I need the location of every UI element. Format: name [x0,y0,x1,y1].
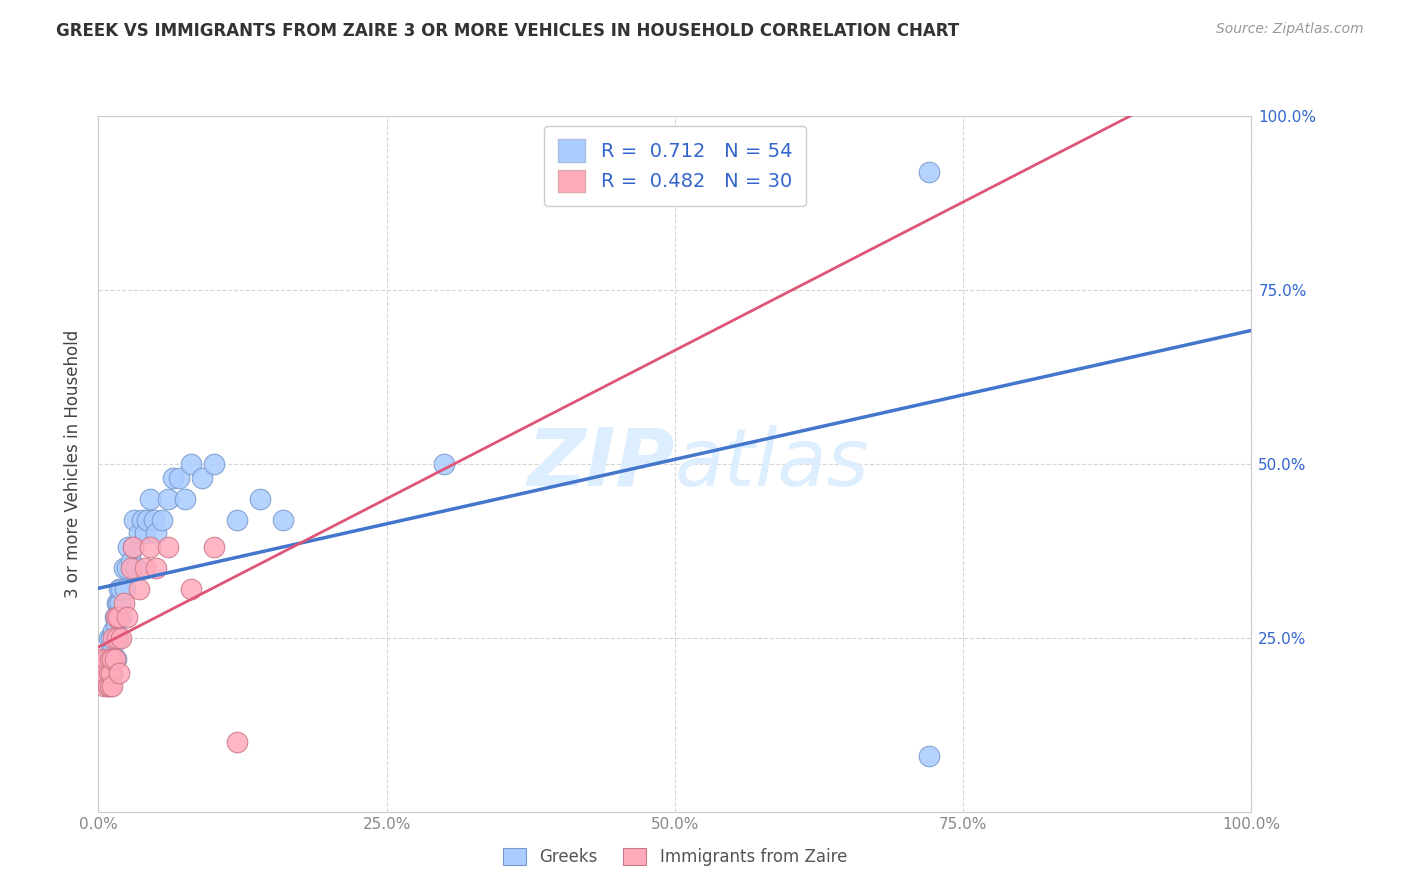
Point [101,665,124,680]
Point [120,561,142,575]
Point [107,596,129,610]
Point [225,512,247,526]
Point [117,541,139,555]
Point [104,616,127,631]
Point [122,541,145,555]
Point [103,631,125,645]
Point [105,631,128,645]
Point [110,610,132,624]
Point [100,665,122,680]
Point [101,645,124,659]
Point [97,680,120,694]
Text: GREEK VS IMMIGRANTS FROM ZAIRE 3 OR MORE VEHICLES IN HOUSEHOLD CORRELATION CHART: GREEK VS IMMIGRANTS FROM ZAIRE 3 OR MORE… [56,22,959,40]
Point [120,554,142,568]
Point [112,596,135,610]
Point [93,665,115,680]
Point [103,651,125,665]
Point [191,471,214,485]
Point [167,471,190,485]
Point [90,651,112,665]
Point [162,471,184,485]
Point [156,491,179,506]
Point [103,624,125,638]
Point [139,541,162,555]
Point [135,512,157,526]
Point [107,610,129,624]
Point [142,512,165,526]
Point [98,680,121,694]
Point [93,680,115,694]
Point [98,645,121,659]
Point [97,665,120,680]
Point [125,561,148,575]
Text: Source: ZipAtlas.com: Source: ZipAtlas.com [1216,22,1364,37]
Point [94,665,117,680]
Point [108,610,131,624]
Point [110,596,132,610]
Point [96,651,118,665]
Point [104,610,127,624]
Point [97,680,120,694]
Point [180,582,202,596]
Point [107,631,129,645]
Point [174,491,197,506]
Point [110,582,132,596]
Point [117,610,139,624]
Point [110,631,132,645]
Point [917,164,939,178]
Point [108,582,131,596]
Point [101,651,124,665]
Point [105,610,128,624]
Point [122,541,145,555]
Text: atlas: atlas [675,425,870,503]
Point [249,491,271,506]
Point [104,651,127,665]
Point [145,561,167,575]
Text: ZIP: ZIP [527,425,675,503]
Point [150,512,173,526]
Point [128,582,150,596]
Point [271,512,294,526]
Point [131,512,153,526]
Point [128,526,150,541]
Point [96,651,118,665]
Point [100,631,122,645]
Point [180,457,202,471]
Point [117,561,139,575]
Point [114,582,136,596]
Point [145,526,167,541]
Point [433,457,456,471]
Point [122,512,145,526]
Point [134,526,156,541]
Point [139,491,162,506]
Point [103,610,125,624]
Point [156,541,179,555]
Point [97,631,120,645]
Point [98,665,121,680]
Point [103,631,125,645]
Point [225,735,247,749]
Point [917,749,939,764]
Point [202,541,225,555]
Point [100,651,122,665]
Legend: Greeks, Immigrants from Zaire: Greeks, Immigrants from Zaire [496,841,853,873]
Point [105,596,128,610]
Point [202,457,225,471]
Point [108,665,131,680]
Point [98,651,121,665]
Y-axis label: 3 or more Vehicles in Household: 3 or more Vehicles in Household [65,330,83,598]
Point [101,680,124,694]
Point [103,651,125,665]
Point [134,561,156,575]
Point [112,561,135,575]
